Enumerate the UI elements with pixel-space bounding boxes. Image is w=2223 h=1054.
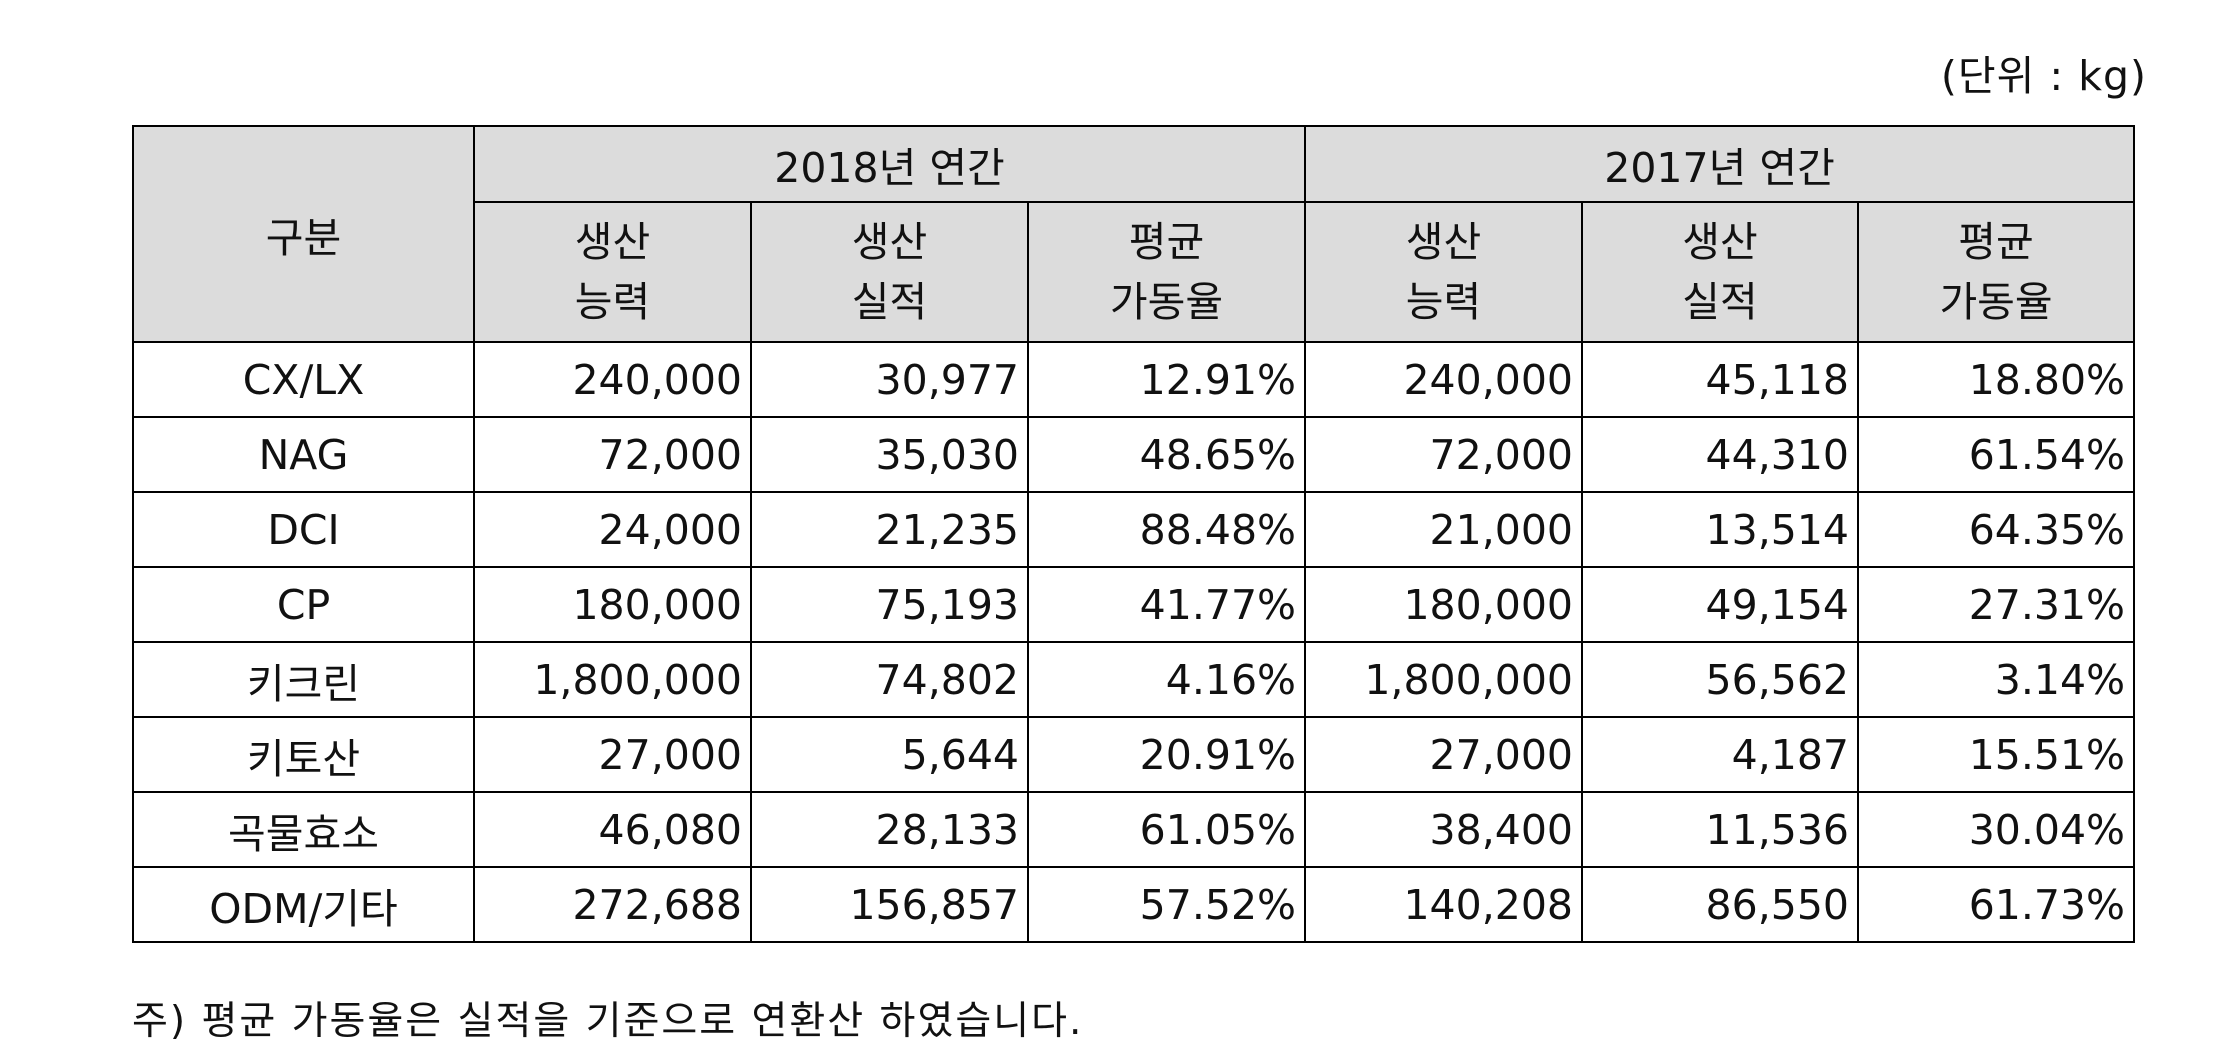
header-utilization-line1: 평균 <box>1128 218 1205 266</box>
cell-production-2018: 5,644 <box>750 716 1029 793</box>
cell-utilization-2017: 15.51% <box>1857 716 2136 793</box>
cell-utilization-2017: 61.54% <box>1857 416 2136 493</box>
cell-production-2017: 11,536 <box>1581 791 1860 868</box>
cell-capacity-2018: 27,000 <box>473 716 752 793</box>
cell-utilization-2018: 48.65% <box>1026 416 1307 493</box>
table-row: CP 180,000 75,193 41.77% 180,000 49,154 … <box>132 566 2136 643</box>
cell-production-2018: 35,030 <box>750 416 1029 493</box>
cell-capacity-2017: 27,000 <box>1304 716 1584 793</box>
header-utilization-line2: 가동율 <box>1939 278 2053 326</box>
table-row: 키크린 1,800,000 74,802 4.16% 1,800,000 56,… <box>132 641 2136 718</box>
header-capacity-line1: 생산 <box>1405 218 1482 266</box>
header-production-2018: 생산 실적 <box>750 201 1029 343</box>
cell-capacity-2017: 140,208 <box>1304 866 1584 943</box>
cell-utilization-2018: 57.52% <box>1026 866 1307 943</box>
cell-capacity-2018: 240,000 <box>473 341 752 418</box>
cell-utilization-2018: 4.16% <box>1026 641 1307 718</box>
cell-production-2018: 30,977 <box>750 341 1029 418</box>
row-category: 키크린 <box>132 641 475 718</box>
cell-production-2018: 21,235 <box>750 491 1029 568</box>
cell-utilization-2018: 41.77% <box>1026 566 1307 643</box>
cell-utilization-2017: 61.73% <box>1857 866 2136 943</box>
header-capacity-2017: 생산 능력 <box>1304 201 1584 343</box>
cell-production-2017: 13,514 <box>1581 491 1860 568</box>
header-utilization-line2: 가동율 <box>1109 278 1224 326</box>
header-production-line1: 생산 <box>1682 218 1758 266</box>
cell-utilization-2017: 64.35% <box>1857 491 2136 568</box>
header-capacity-line1: 생산 <box>574 218 651 266</box>
cell-capacity-2017: 240,000 <box>1304 341 1584 418</box>
row-category: 키토산 <box>132 716 475 793</box>
header-year-2018: 2018년 연간 <box>472 125 1307 203</box>
capacity-table: 구분 2018년 연간 2017년 연간 생산 능력 생산 실적 평균 가동율 … <box>132 125 2136 943</box>
cell-capacity-2018: 1,800,000 <box>473 641 752 718</box>
header-production-line2: 실적 <box>1682 278 1758 326</box>
table-row: CX/LX 240,000 30,977 12.91% 240,000 45,1… <box>132 341 2136 418</box>
cell-capacity-2017: 72,000 <box>1304 416 1584 493</box>
cell-production-2018: 74,802 <box>750 641 1029 718</box>
cell-capacity-2017: 21,000 <box>1304 491 1584 568</box>
row-category: 곡물효소 <box>132 791 475 868</box>
cell-utilization-2017: 30.04% <box>1857 791 2136 868</box>
row-category: CP <box>132 566 475 643</box>
cell-utilization-2018: 61.05% <box>1026 791 1307 868</box>
cell-capacity-2018: 24,000 <box>473 491 752 568</box>
cell-utilization-2018: 88.48% <box>1026 491 1307 568</box>
header-production-line2: 실적 <box>851 278 928 326</box>
header-capacity-line2: 능력 <box>1405 278 1482 326</box>
cell-capacity-2018: 72,000 <box>473 416 752 493</box>
cell-production-2017: 4,187 <box>1581 716 1860 793</box>
header-row-metrics: 생산 능력 생산 실적 평균 가동율 생산 능력 생산 실적 평균 가동율 <box>133 201 2136 343</box>
cell-capacity-2017: 38,400 <box>1304 791 1584 868</box>
cell-utilization-2017: 3.14% <box>1857 641 2136 718</box>
row-category: DCI <box>132 491 475 568</box>
cell-utilization-2017: 18.80% <box>1857 341 2136 418</box>
cell-production-2017: 56,562 <box>1581 641 1860 718</box>
cell-capacity-2018: 272,688 <box>473 866 752 943</box>
row-category: NAG <box>132 416 475 493</box>
header-capacity-line2: 능력 <box>574 278 651 326</box>
header-category: 구분 <box>132 125 475 343</box>
table-row: ODM/기타 272,688 156,857 57.52% 140,208 86… <box>132 866 2136 943</box>
header-year-2017: 2017년 연간 <box>1304 125 2136 203</box>
table-row: 키토산 27,000 5,644 20.91% 27,000 4,187 15.… <box>132 716 2136 793</box>
cell-utilization-2018: 12.91% <box>1026 341 1307 418</box>
header-production-2017: 생산 실적 <box>1581 201 1860 343</box>
footnote: 주) 평균 가동율은 실적을 기준으로 연환산 하였습니다. <box>132 999 1084 1044</box>
cell-capacity-2018: 180,000 <box>473 566 752 643</box>
cell-capacity-2018: 46,080 <box>473 791 752 868</box>
cell-production-2017: 45,118 <box>1581 341 1860 418</box>
row-category: ODM/기타 <box>132 866 475 943</box>
header-production-line1: 생산 <box>851 218 928 266</box>
unit-label: (단위 : kg) <box>1940 52 2147 100</box>
cell-production-2017: 44,310 <box>1581 416 1860 493</box>
header-utilization-2017: 평균 가동율 <box>1857 201 2136 343</box>
header-row-years: 구분 2018년 연간 2017년 연간 <box>132 125 2136 343</box>
cell-capacity-2017: 180,000 <box>1304 566 1584 643</box>
table-row: 곡물효소 46,080 28,133 61.05% 38,400 11,536 … <box>132 791 2136 868</box>
table-row: DCI 24,000 21,235 88.48% 21,000 13,514 6… <box>132 491 2136 568</box>
cell-production-2017: 86,550 <box>1581 866 1860 943</box>
cell-production-2018: 156,857 <box>750 866 1029 943</box>
row-category: CX/LX <box>132 341 475 418</box>
cell-production-2017: 49,154 <box>1581 566 1860 643</box>
cell-production-2018: 28,133 <box>750 791 1029 868</box>
header-capacity-2018: 생산 능력 <box>473 201 752 343</box>
cell-utilization-2017: 27.31% <box>1857 566 2136 643</box>
header-utilization-line1: 평균 <box>1958 218 2034 266</box>
header-utilization-2018: 평균 가동율 <box>1026 201 1307 343</box>
cell-capacity-2017: 1,800,000 <box>1304 641 1584 718</box>
cell-utilization-2018: 20.91% <box>1026 716 1307 793</box>
cell-production-2018: 75,193 <box>750 566 1029 643</box>
table-row: NAG 72,000 35,030 48.65% 72,000 44,310 6… <box>132 416 2136 493</box>
